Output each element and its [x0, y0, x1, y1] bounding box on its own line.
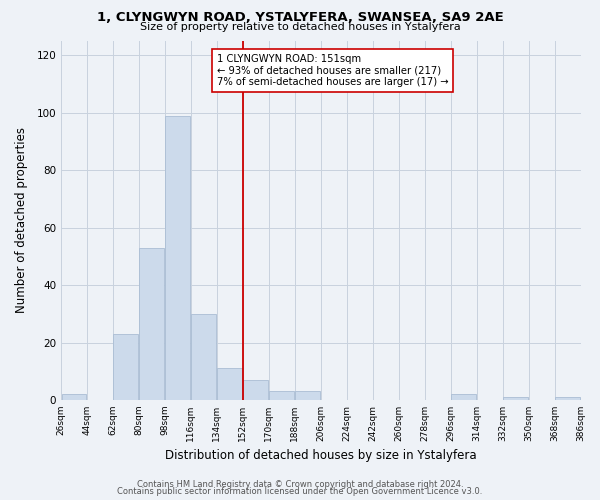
Text: Size of property relative to detached houses in Ystalyfera: Size of property relative to detached ho… [140, 22, 460, 32]
Bar [555, 397, 580, 400]
X-axis label: Distribution of detached houses by size in Ystalyfera: Distribution of detached houses by size … [165, 450, 476, 462]
Y-axis label: Number of detached properties: Number of detached properties [15, 128, 28, 314]
Bar [295, 392, 320, 400]
Bar [139, 248, 164, 400]
Bar [217, 368, 242, 400]
Text: 1, CLYNGWYN ROAD, YSTALYFERA, SWANSEA, SA9 2AE: 1, CLYNGWYN ROAD, YSTALYFERA, SWANSEA, S… [97, 11, 503, 24]
Bar [269, 392, 294, 400]
Bar [191, 314, 216, 400]
Bar [451, 394, 476, 400]
Text: 1 CLYNGWYN ROAD: 151sqm
← 93% of detached houses are smaller (217)
7% of semi-de: 1 CLYNGWYN ROAD: 151sqm ← 93% of detache… [217, 54, 448, 87]
Bar [244, 380, 268, 400]
Bar [166, 116, 190, 400]
Bar [113, 334, 139, 400]
Bar [503, 397, 528, 400]
Bar [62, 394, 86, 400]
Text: Contains public sector information licensed under the Open Government Licence v3: Contains public sector information licen… [118, 487, 482, 496]
Text: Contains HM Land Registry data © Crown copyright and database right 2024.: Contains HM Land Registry data © Crown c… [137, 480, 463, 489]
